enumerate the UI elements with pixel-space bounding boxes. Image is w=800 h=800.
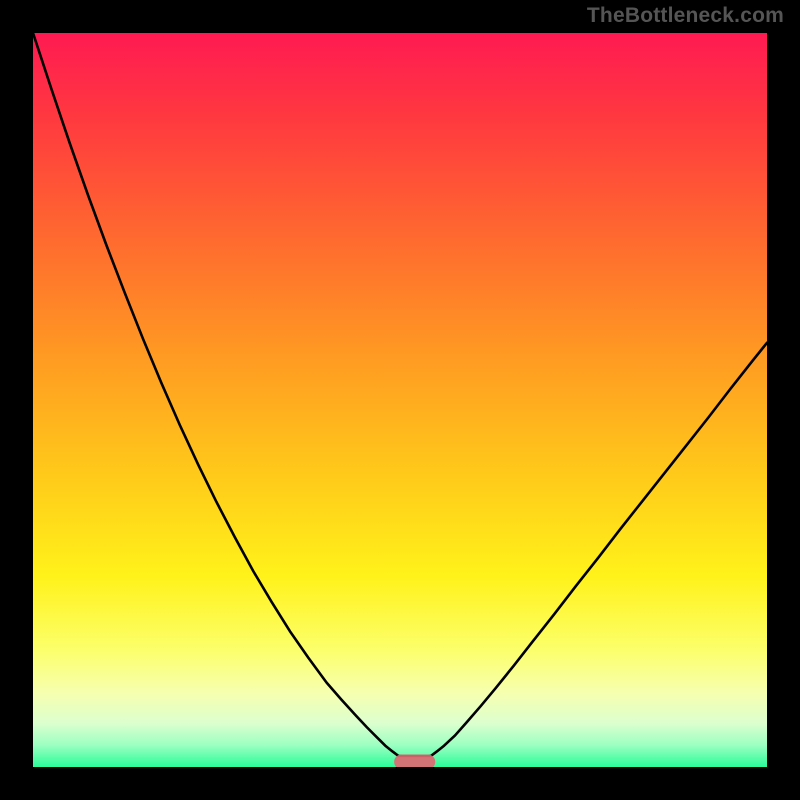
plot-area: [33, 33, 767, 767]
figure-root: TheBottleneck.com: [0, 0, 800, 800]
chart-svg: [33, 33, 767, 767]
trough-marker: [394, 755, 435, 767]
gradient-background: [33, 33, 767, 767]
watermark-text: TheBottleneck.com: [587, 4, 784, 28]
